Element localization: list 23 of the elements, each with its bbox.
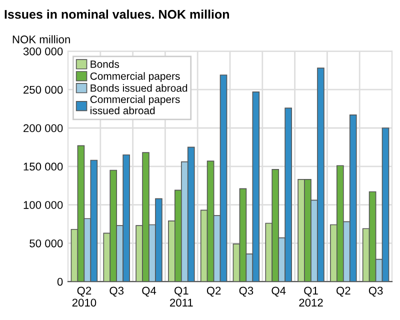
x-tick-label: Q3 [110,286,124,297]
y-tick-label: 200 000 [24,124,63,132]
chart-title: Issues in nominal values. NOK million [4,10,229,19]
legend-label: Commercial papers issued abroad [90,95,180,114]
y-tick-label: 100 000 [24,201,63,209]
x-tick-label: Q2 [206,286,221,297]
legend-label: Bonds [90,60,120,68]
x-tick-label: Q2 2010 [72,286,96,307]
x-tick-label: Q4 [272,286,286,297]
y-tick-label: 0 [57,278,63,286]
legend-label: Commercial papers [90,72,180,82]
x-tick-label: Q1 2012 [299,286,323,307]
y-axis-title: NOK million [12,35,70,44]
x-tick-label: Q1 2011 [170,286,193,307]
y-tick-label: 250 000 [24,86,63,94]
y-tick-label: 50 000 [30,239,63,248]
x-tick-label: Q2 [336,286,350,297]
legend-label: Bonds issued abroad [90,84,188,92]
x-tick-label: Q3 [239,286,254,297]
y-tick-label: 300 000 [23,47,63,56]
x-tick-label: Q3 [368,286,383,297]
x-tick-label: Q4 [142,286,156,297]
y-tick-label: 150 000 [24,162,63,171]
